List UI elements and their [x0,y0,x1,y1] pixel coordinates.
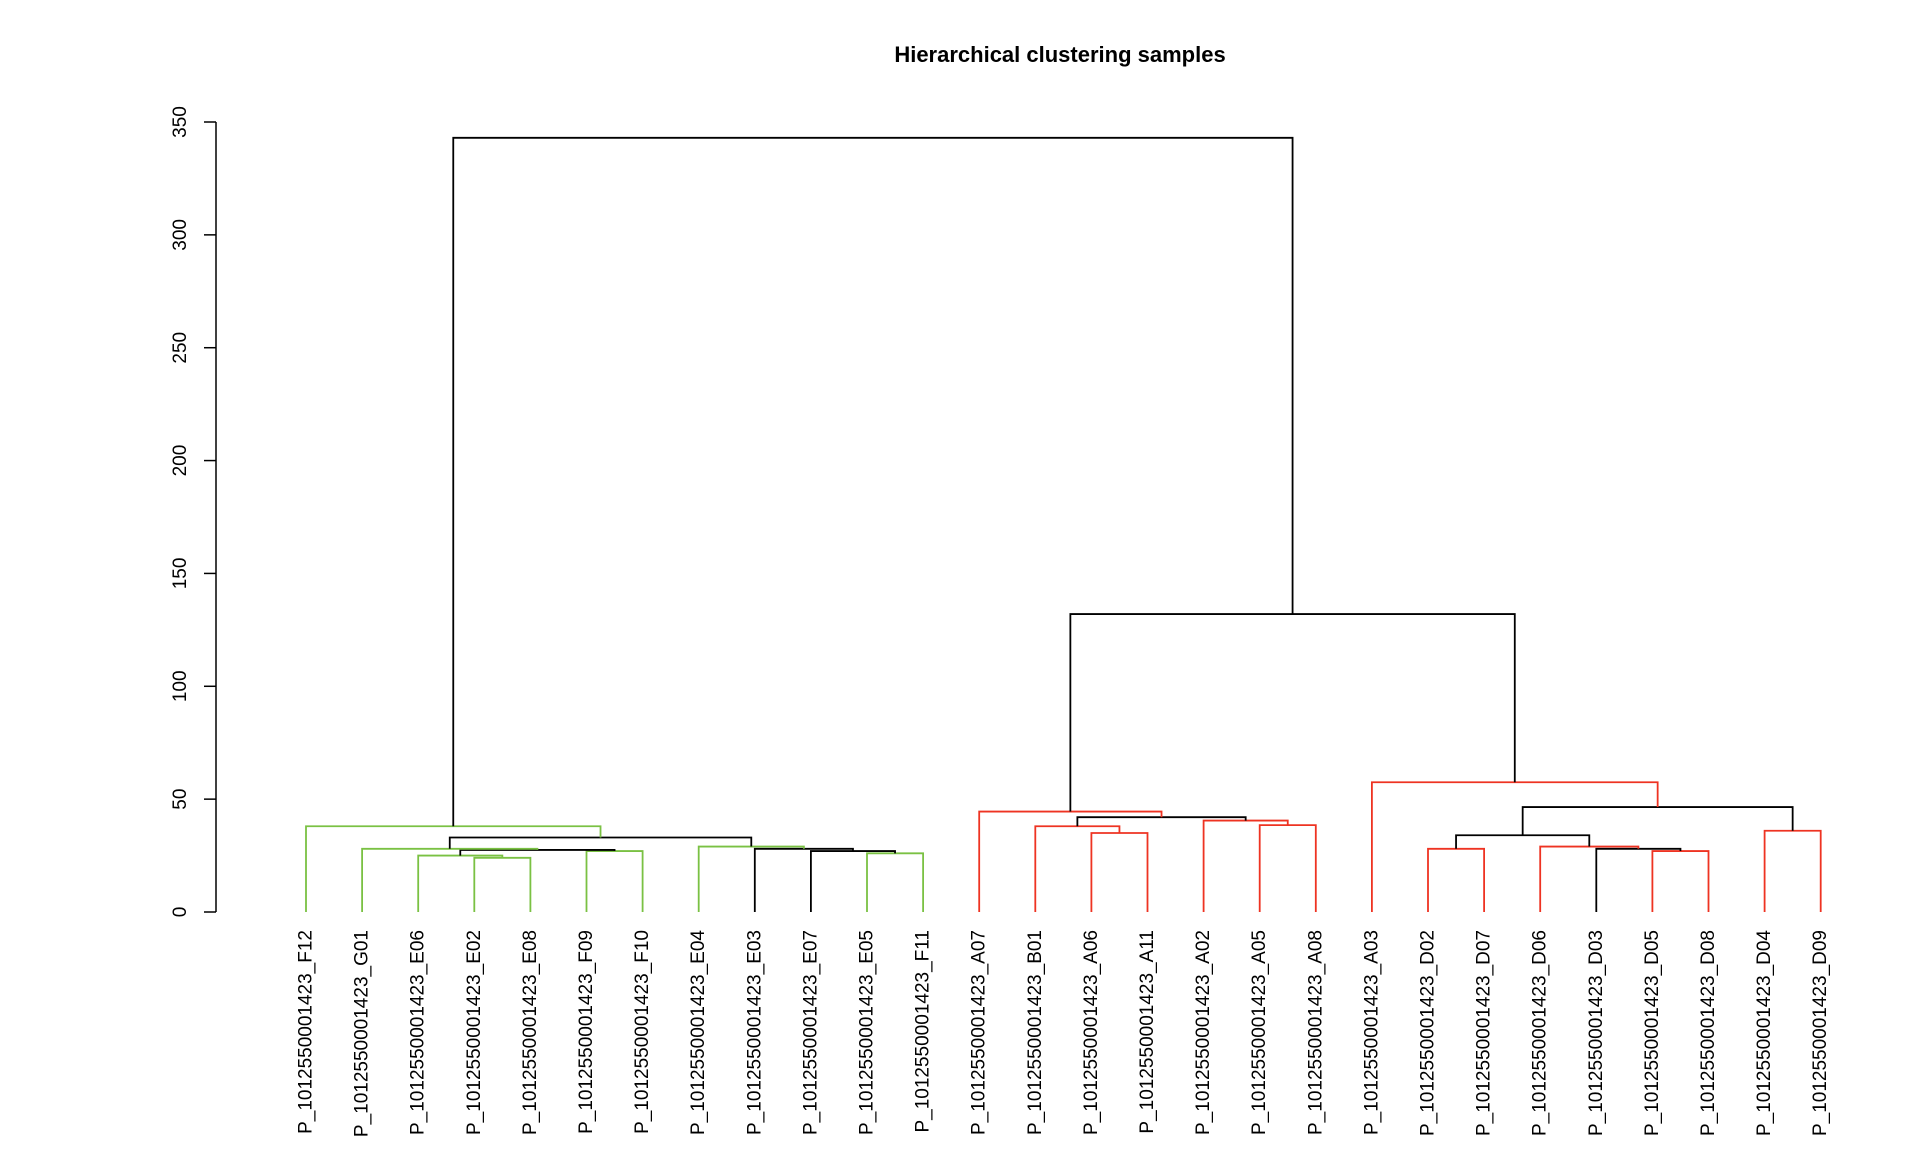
leaf-label: P_1012550001423_A08 [1305,930,1326,1135]
leaf-label: P_1012550001423_A07 [969,930,990,1135]
dendrogram-branch [1521,806,1794,836]
leaf-label: P_1012550001423_A05 [1249,930,1270,1135]
leaf-label: P_1012550001423_E06 [408,930,429,1135]
dendrogram-branch [1202,819,1289,912]
leaf-label: P_1012550001423_E02 [464,930,485,1135]
leaf-label: P_1012550001423_F12 [296,930,317,1134]
y-tick-label: 100 [170,670,191,702]
leaf-label: P_1012550001423_F11 [913,930,934,1133]
leaf-label: P_1012550001423_D07 [1474,930,1495,1136]
leaf-label: P_1012550001423_D09 [1810,930,1831,1136]
dendrogram-tree [305,136,1822,912]
leaf-label: P_1012550001423_F10 [632,930,653,1134]
leaf-label: P_1012550001423_E05 [857,930,878,1135]
dendrogram-branch [459,849,616,856]
y-tick-label: 200 [170,445,191,477]
leaf-label: P_1012550001423_E08 [520,930,541,1135]
y-tick-label: 250 [170,332,191,364]
dendrogram-branch [305,825,602,912]
leaf-label: P_1012550001423_A11 [1137,930,1158,1134]
leaf-label: P_1012550001423_A03 [1361,930,1382,1135]
dendrogram-branch [1539,845,1640,912]
leaf-label: P_1012550001423_E04 [688,930,709,1135]
leaf-label: P_1012550001423_A02 [1193,930,1214,1135]
dendrogram-branch [1076,816,1247,827]
leaf-label: P_1012550001423_D03 [1586,930,1607,1136]
dendrogram-branch [1427,847,1485,912]
dendrogram-branch [1090,832,1149,912]
dendrogram-branch [417,854,504,912]
leaf-labels: P_1012550001423_F12 P_1012550001423_G01 P_… [296,930,1832,1138]
dendrogram-branch [1595,847,1682,912]
dendrogram-branch [697,845,805,912]
leaf-label: P_1012550001423_D04 [1754,930,1775,1136]
dendrogram-branch [810,850,896,912]
dendrogram-branch [1034,825,1121,912]
y-axis: 0 50 100 150 200 250 300 350 [170,106,217,918]
y-tick-label: 0 [170,907,191,918]
dendrogram-branch [753,847,854,912]
y-tick-label: 350 [170,106,191,138]
leaf-label: P_1012550001423_D05 [1642,930,1663,1136]
leaf-label: P_1012550001423_E03 [744,930,765,1135]
leaf-label: P_1012550001423_F09 [576,930,597,1134]
leaf-label: P_1012550001423_E07 [800,930,821,1135]
dendrogram-branch [452,136,1294,827]
y-tick-label: 150 [170,558,191,590]
chart-title: Hierarchical clustering samples [894,42,1225,67]
y-tick-label: 300 [170,219,191,251]
leaf-label: P_1012550001423_G01 [352,930,373,1137]
leaf-label: P_1012550001423_D08 [1698,930,1719,1136]
dendrogram-branch [473,856,532,912]
leaf-label: P_1012550001423_D02 [1418,930,1439,1136]
dendrogram-branch [585,850,644,912]
y-tick-label: 50 [170,789,191,810]
leaf-label: P_1012550001423_A06 [1081,930,1102,1135]
dendrogram-branch [1258,824,1317,912]
leaf-label: P_1012550001423_B01 [1025,930,1046,1135]
leaf-label: P_1012550001423_D06 [1530,930,1551,1136]
dendrogram-branch [1651,850,1710,912]
dendrogram-branch [1763,829,1822,912]
dendrogram-branch [866,852,924,912]
